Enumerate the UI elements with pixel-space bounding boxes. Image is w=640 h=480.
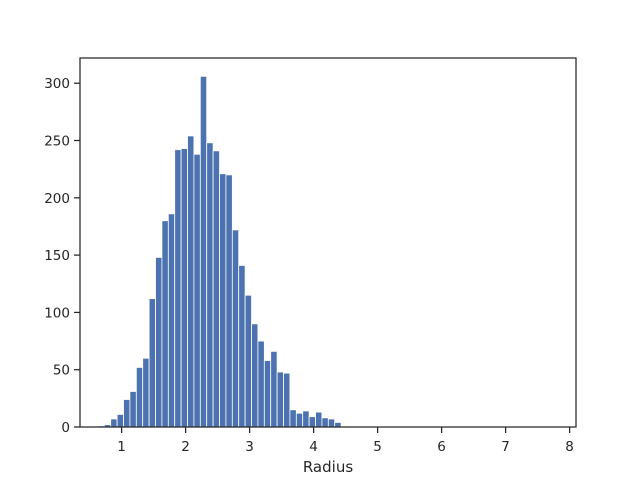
x-tick-label: 4 bbox=[309, 439, 318, 455]
x-tick-label: 5 bbox=[373, 439, 382, 455]
y-tick-label: 0 bbox=[61, 420, 70, 436]
histogram-bar bbox=[142, 357, 150, 428]
y-tick-label: 300 bbox=[44, 76, 70, 92]
histogram-bar bbox=[334, 422, 342, 428]
y-tick-label: 250 bbox=[44, 134, 70, 150]
y-tick-label: 200 bbox=[44, 191, 70, 207]
y-tick-label: 50 bbox=[53, 363, 70, 379]
histogram-bar bbox=[327, 418, 336, 428]
x-tick-label: 3 bbox=[245, 439, 254, 455]
histogram-bar bbox=[193, 153, 201, 428]
x-tick-label: 8 bbox=[565, 439, 574, 455]
histogram-bar bbox=[231, 229, 240, 428]
histogram-bar bbox=[212, 150, 220, 428]
histogram-bar bbox=[257, 340, 265, 428]
histogram-bar bbox=[302, 410, 310, 428]
x-axis: 1 2 3 4 5 6 7 8 bbox=[117, 427, 574, 455]
histogram-bar bbox=[244, 294, 252, 428]
x-tick-label: 7 bbox=[501, 439, 510, 455]
histogram-bar bbox=[315, 411, 323, 428]
histogram-bar bbox=[161, 220, 169, 428]
histogram-bar bbox=[110, 418, 118, 428]
x-tick-label: 1 bbox=[117, 439, 126, 455]
histogram-bars bbox=[97, 75, 342, 428]
x-axis-label: Radius bbox=[303, 458, 353, 476]
histogram-bar bbox=[174, 149, 182, 428]
y-tick-label: 100 bbox=[44, 305, 70, 321]
histogram-bar bbox=[167, 213, 176, 428]
histogram-bar bbox=[180, 148, 188, 428]
histogram-bar bbox=[321, 417, 329, 428]
plot-frame bbox=[79, 57, 577, 428]
y-tick-label: 150 bbox=[44, 248, 70, 264]
histogram-bar bbox=[123, 399, 131, 428]
histogram-bar bbox=[283, 372, 291, 428]
histogram-bar bbox=[135, 367, 144, 428]
x-tick-label: 2 bbox=[181, 439, 190, 455]
histogram-bar bbox=[116, 413, 124, 428]
histogram-bar bbox=[225, 174, 233, 428]
histogram-bar bbox=[155, 256, 163, 428]
histogram-bar bbox=[308, 416, 316, 428]
histogram-bar bbox=[289, 409, 297, 428]
y-axis: 0 50 100 150 200 250 300 bbox=[44, 76, 80, 436]
x-tick-label: 6 bbox=[437, 439, 446, 455]
histogram-bar bbox=[270, 350, 278, 428]
histogram-bar bbox=[129, 391, 137, 428]
histogram-bar bbox=[251, 323, 259, 428]
histogram-bar bbox=[219, 173, 227, 428]
histogram-bar bbox=[199, 75, 208, 428]
histogram-bar bbox=[263, 360, 272, 428]
histogram-bar bbox=[148, 298, 156, 428]
histogram-bar bbox=[276, 371, 284, 428]
histogram-bar bbox=[206, 142, 214, 428]
histogram-bar bbox=[187, 135, 195, 428]
histogram-bar bbox=[295, 412, 304, 428]
histogram-bar bbox=[238, 265, 246, 428]
